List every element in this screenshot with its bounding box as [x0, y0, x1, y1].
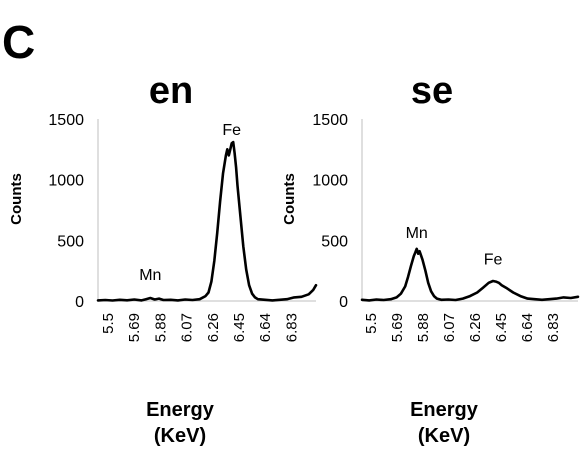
x-tick-label: 6.64 [519, 313, 536, 342]
y-tick-label: 1000 [312, 173, 348, 190]
x-tick-label: 6.45 [493, 313, 510, 342]
peak-label-fe: Fe [222, 122, 241, 139]
chart-se: se Counts 0 500 1000 1500 5.5 5.69 5.88 6.07 6.… [281, 70, 580, 447]
y-tick-label: 500 [57, 233, 84, 250]
x-tick-label: 6.64 [257, 313, 274, 342]
x-tick-label: 5.69 [389, 313, 406, 342]
x-axis-label-line-1: Energy [410, 399, 479, 421]
y-axis-label: Counts [8, 173, 25, 225]
x-tick-label: 5.69 [126, 313, 143, 342]
x-tick-label: 6.45 [231, 313, 248, 342]
x-tick-label: 5.5 [363, 313, 380, 334]
x-axis-label-line-2: (KeV) [418, 425, 470, 447]
panel-letter: C [2, 16, 35, 68]
series-line [96, 140, 318, 302]
x-tick-label: 6.83 [283, 313, 300, 342]
x-tick-label: 5.5 [100, 313, 117, 334]
peak-label-fe: Fe [484, 252, 503, 269]
chart-title: se [411, 70, 453, 112]
x-tick-label: 6.07 [179, 313, 196, 342]
chart-title: en [149, 70, 193, 112]
peak-label-mn: Mn [406, 225, 428, 242]
y-tick-label: 500 [321, 233, 348, 250]
y-tick-label: 1500 [48, 112, 84, 129]
peak-label-mn: Mn [139, 267, 161, 284]
y-tick-label: 1000 [48, 173, 84, 190]
x-tick-label: 6.26 [205, 313, 222, 342]
series-line [360, 247, 580, 302]
x-tick-label: 6.83 [545, 313, 562, 342]
y-tick-label: 0 [339, 294, 348, 311]
x-axis-label-line-1: Energy [146, 399, 215, 421]
y-axis-label: Counts [281, 173, 298, 225]
x-tick-label: 6.26 [467, 313, 484, 342]
x-tick-label: 5.88 [415, 313, 432, 342]
x-tick-label: 6.07 [441, 313, 458, 342]
y-tick-label: 1500 [312, 112, 348, 129]
x-axis-label-line-2: (KeV) [154, 425, 206, 447]
x-tick-label: 5.88 [152, 313, 169, 342]
chart-en: en Counts 0 500 1000 1500 5.5 5.69 5.88 6.07 6.… [8, 70, 318, 447]
y-tick-label: 0 [75, 294, 84, 311]
